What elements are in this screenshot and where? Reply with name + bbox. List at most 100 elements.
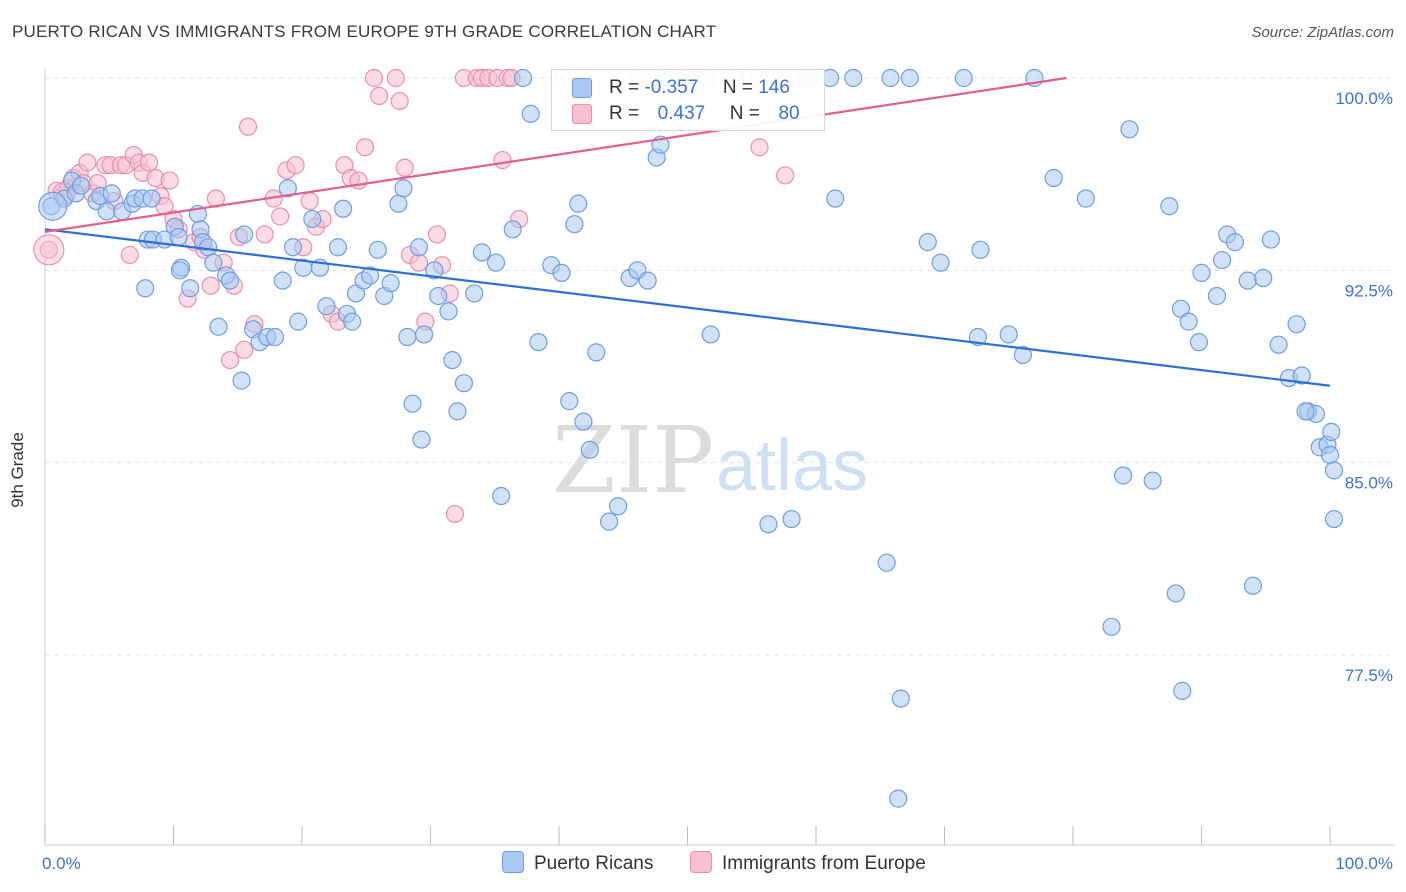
- data-point-puerto-ricans: [414, 325, 434, 344]
- data-point-puerto-ricans: [368, 240, 387, 259]
- data-point-puerto-ricans: [529, 333, 548, 352]
- data-point-puerto-ricans: [1207, 286, 1227, 306]
- data-point-puerto-ricans: [1324, 461, 1344, 480]
- data-point-puerto-ricans: [521, 104, 540, 124]
- data-point-puerto-ricans: [1076, 189, 1095, 208]
- data-point-puerto-ricans: [931, 253, 950, 272]
- data-point-puerto-ricans: [1120, 120, 1139, 139]
- data-point-immigrants: [286, 156, 305, 175]
- data-point-puerto-ricans: [472, 243, 491, 262]
- data-point-puerto-ricans: [1324, 509, 1344, 529]
- data-point-immigrants: [355, 138, 375, 157]
- data-point-puerto-ricans: [394, 179, 413, 198]
- data-point-immigrants: [33, 234, 65, 266]
- data-point-immigrants: [409, 253, 429, 272]
- data-point-puerto-ricans: [235, 225, 254, 244]
- legend-r-label: R =: [609, 103, 640, 124]
- y-tick-label: 92.5%: [1345, 281, 1393, 300]
- data-point-puerto-ricans: [448, 402, 467, 421]
- legend-swatch-pink: [690, 851, 712, 873]
- data-point-puerto-ricans: [759, 515, 778, 534]
- data-point-puerto-ricans: [1243, 576, 1263, 595]
- data-point-puerto-ricans: [303, 209, 322, 229]
- chart-title: PUERTO RICAN VS IMMIGRANTS FROM EUROPE 9…: [12, 22, 717, 41]
- x-tick-label: 0.0%: [42, 854, 81, 873]
- trend-line-immigrants: [44, 76, 1067, 233]
- data-point-puerto-ricans: [560, 392, 579, 411]
- data-point-puerto-ricans: [265, 327, 285, 347]
- data-point-puerto-ricans: [1269, 335, 1288, 354]
- legend-n-label: N =: [729, 103, 760, 124]
- data-point-immigrants: [160, 171, 179, 190]
- legend-label: Puerto Ricans: [534, 853, 654, 874]
- data-point-puerto-ricans: [891, 689, 910, 708]
- x-tick-label: 100.0%: [1335, 854, 1393, 873]
- legend-n-value: 146: [758, 77, 790, 98]
- data-point-puerto-ricans: [429, 286, 448, 306]
- data-point-puerto-ricans: [1189, 333, 1209, 352]
- data-point-puerto-ricans: [199, 238, 218, 257]
- data-point-puerto-ricans: [513, 68, 533, 88]
- y-tick-label: 77.5%: [1345, 666, 1393, 685]
- data-point-puerto-ricans: [381, 274, 400, 293]
- data-point-immigrants: [395, 158, 414, 177]
- legend-n-value: 80: [778, 103, 800, 124]
- data-point-puerto-ricans: [169, 227, 188, 247]
- data-point-immigrants: [78, 153, 97, 172]
- data-point-puerto-ricans: [971, 240, 990, 259]
- data-point-immigrants: [370, 86, 389, 106]
- data-point-puerto-ricans: [638, 271, 657, 290]
- data-point-puerto-ricans: [503, 220, 522, 239]
- data-point-puerto-ricans: [465, 284, 484, 303]
- data-point-puerto-ricans: [1192, 263, 1211, 282]
- data-point-puerto-ricans: [273, 271, 292, 290]
- data-point-puerto-ricans: [232, 371, 251, 390]
- series-immigrants-from-europe: [33, 68, 814, 524]
- legend-item-immigrants: Immigrants from Europe: [690, 851, 926, 875]
- data-point-puerto-ricans: [1225, 233, 1245, 252]
- data-point-immigrants: [750, 138, 769, 157]
- data-point-puerto-ricans: [1320, 445, 1340, 465]
- data-point-puerto-ricans: [1166, 584, 1185, 603]
- legend-r-value: -0.357: [644, 77, 699, 98]
- data-point-puerto-ricans: [454, 374, 474, 393]
- data-point-puerto-ricans: [343, 312, 362, 331]
- data-point-puerto-ricans: [1261, 230, 1280, 249]
- data-point-puerto-ricans: [1160, 197, 1179, 216]
- data-point-immigrants: [364, 68, 384, 88]
- data-point-puerto-ricans: [486, 253, 506, 272]
- legend-r-value: 0.437: [657, 103, 706, 124]
- data-point-puerto-ricans: [102, 184, 121, 203]
- data-point-puerto-ricans: [334, 199, 353, 218]
- data-point-puerto-ricans: [574, 412, 593, 431]
- data-point-puerto-ricans: [1013, 345, 1032, 365]
- data-point-puerto-ricans: [439, 302, 458, 321]
- data-point-puerto-ricans: [289, 312, 308, 331]
- data-point-immigrants: [238, 117, 258, 136]
- legend-n-label: N =: [722, 77, 753, 98]
- y-tick-label: 100.0%: [1335, 89, 1393, 108]
- data-point-puerto-ricans: [569, 194, 588, 213]
- data-point-puerto-ricans: [142, 189, 161, 208]
- data-point-puerto-ricans: [782, 509, 801, 529]
- data-point-puerto-ricans: [1044, 168, 1063, 188]
- data-point-immigrants: [493, 150, 512, 170]
- data-point-puerto-ricans: [136, 279, 155, 298]
- legend-swatch-blue: [502, 851, 524, 873]
- data-point-immigrants: [271, 207, 290, 226]
- data-point-puerto-ricans: [1322, 422, 1341, 441]
- legend-label: Immigrants from Europe: [722, 853, 926, 874]
- data-point-puerto-ricans: [443, 350, 462, 370]
- data-point-immigrants: [386, 68, 405, 88]
- data-point-puerto-ricans: [565, 215, 584, 234]
- legend-r-label: R =: [609, 77, 640, 98]
- data-point-puerto-ricans: [170, 261, 190, 280]
- data-point-puerto-ricans: [999, 325, 1018, 344]
- data-point-puerto-ricans: [1102, 617, 1121, 636]
- data-point-puerto-ricans: [97, 202, 116, 221]
- data-point-puerto-ricans: [1254, 268, 1273, 288]
- data-point-puerto-ricans: [220, 271, 240, 290]
- data-point-puerto-ricans: [1287, 315, 1306, 334]
- source-label: Source: ZipAtlas.com: [1251, 24, 1394, 41]
